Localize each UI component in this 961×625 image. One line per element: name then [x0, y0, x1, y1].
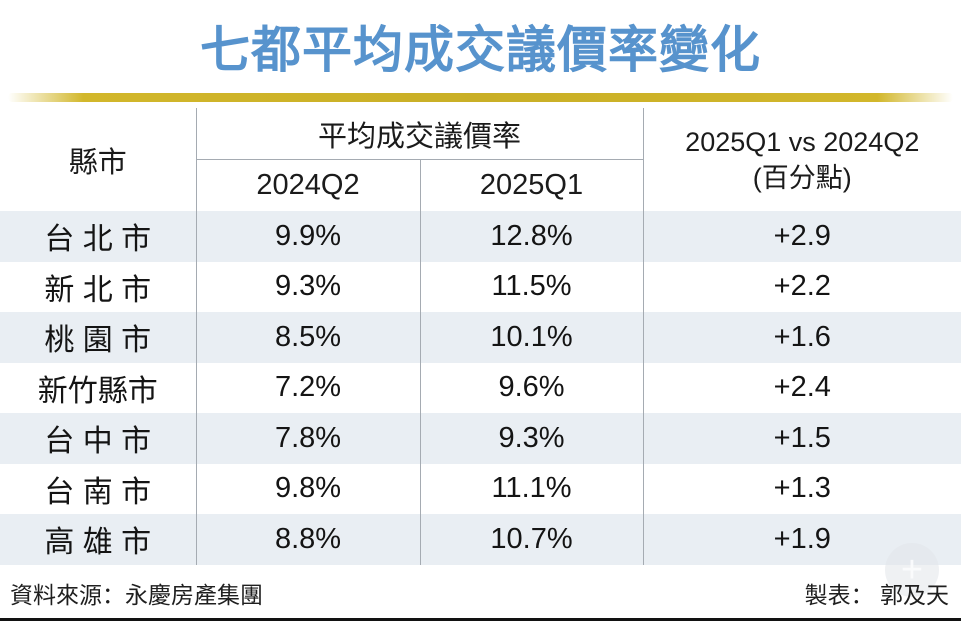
footer: 資料來源：永慶房產集團 製表： 郭及天 [10, 576, 949, 610]
diff-cell: +2.2 [642, 261, 961, 312]
table-row: 桃 園 市 8.5% 10.1% +1.6 [0, 312, 961, 363]
q2024-cell: 8.5% [195, 312, 420, 363]
q2025-cell: 11.1% [419, 463, 644, 514]
table-body: 台 北 市 9.9% 12.8% +2.9 新 北 市 9.3% 11.5% +2.2 桃 園 … [0, 211, 961, 565]
diff-cell: +1.5 [642, 413, 961, 464]
header-avg-rate-group: 平均成交議價率 [195, 108, 644, 160]
diff-cell: +2.9 [642, 211, 961, 262]
q2024-cell: 9.9% [195, 211, 420, 262]
header-diff-line1: 2025Q1 vs 2024Q2 [685, 126, 920, 157]
header-2025q1: 2025Q1 [419, 159, 644, 211]
q2024-cell: 9.3% [195, 261, 420, 312]
q2025-cell: 11.5% [419, 261, 644, 312]
q2025-cell: 9.3% [419, 413, 644, 464]
city-cell: 台 南 市 [44, 475, 152, 509]
footer-source: 資料來源：永慶房產集團 [10, 582, 263, 608]
city-cell: 桃 園 市 [44, 324, 152, 358]
footer-credit: 製表： 郭及天 [804, 582, 949, 608]
table-row: 高 雄 市 8.8% 10.7% +1.9 [0, 514, 961, 565]
q2024-cell: 9.8% [195, 463, 420, 514]
table-row: 新 北 市 9.3% 11.5% +2.2 [0, 261, 961, 312]
city-cell: 高 雄 市 [44, 526, 152, 560]
city-cell: 新 北 市 [44, 273, 152, 307]
city-cell: 台 中 市 [44, 425, 152, 459]
page-title: 七都平均成交議價率變化 [200, 22, 761, 78]
q2025-cell: 10.1% [419, 312, 644, 363]
title-underline-bar [8, 93, 953, 102]
q2024-cell: 7.8% [195, 413, 420, 464]
diff-cell: +1.6 [642, 312, 961, 363]
table-row: 台 南 市 9.8% 11.1% +1.3 [0, 463, 961, 514]
table-row: 新竹縣市 7.2% 9.6% +2.4 [0, 362, 961, 413]
city-cell: 新竹縣市 [37, 374, 158, 408]
table-header: 縣市 平均成交議價率 2025Q1 vs 2024Q2 (百分點) 2024Q2… [0, 108, 961, 211]
negotiation-rate-table: 縣市 平均成交議價率 2025Q1 vs 2024Q2 (百分點) 2024Q2… [0, 108, 961, 565]
q2025-cell: 10.7% [419, 514, 644, 565]
q2025-cell: 9.6% [419, 362, 644, 413]
q2024-cell: 7.2% [195, 362, 420, 413]
header-diff-line2: (百分點) [752, 162, 852, 193]
bottom-border-line [0, 618, 961, 621]
header-city: 縣市 [0, 108, 196, 211]
diff-cell: +1.3 [642, 463, 961, 514]
header-2024q2: 2024Q2 [195, 159, 420, 211]
q2024-cell: 8.8% [195, 514, 420, 565]
header-diff: 2025Q1 vs 2024Q2 (百分點) [642, 108, 961, 211]
table-row: 台 北 市 9.9% 12.8% +2.9 [0, 211, 961, 262]
diff-cell: +2.4 [642, 362, 961, 413]
q2025-cell: 12.8% [419, 211, 644, 262]
plus-watermark-icon: + [885, 543, 939, 597]
table-row: 台 中 市 7.8% 9.3% +1.5 [0, 413, 961, 464]
title-bar: 七都平均成交議價率變化 [0, 0, 961, 92]
city-cell: 台 北 市 [44, 223, 152, 257]
